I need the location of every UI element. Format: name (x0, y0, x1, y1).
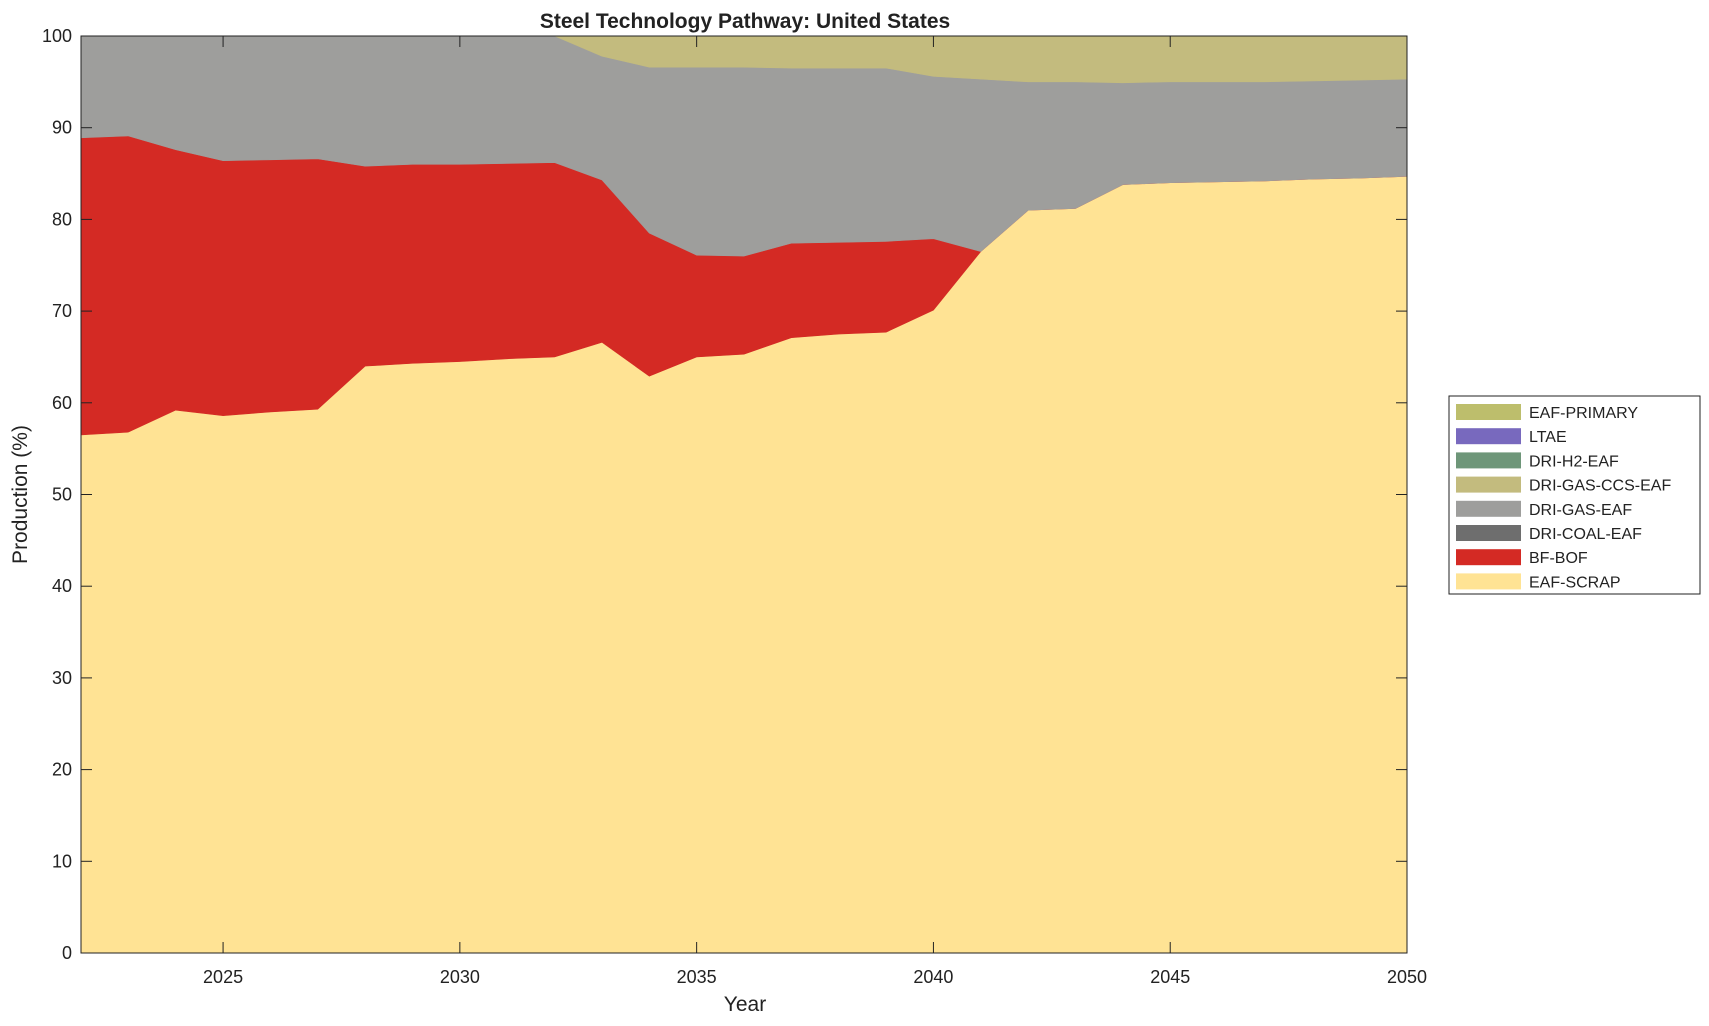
legend-label-ltae: LTAE (1529, 429, 1567, 446)
areas-layer (80, 35, 1408, 954)
y-tick-label: 50 (52, 485, 72, 505)
legend-swatch-eaf-primary (1456, 404, 1521, 420)
y-tick-label: 30 (52, 668, 72, 688)
y-tick-label: 20 (52, 760, 72, 780)
x-tick-label: 2045 (1150, 967, 1190, 987)
legend: EAF-PRIMARY LTAE DRI-H2-EAF DRI-GAS-CCS-EAF… (1448, 395, 1701, 595)
x-axis-title: Year (724, 993, 766, 1016)
legend-label-dri-gas-eaf: DRI-GAS-EAF (1529, 502, 1632, 519)
y-tick-label: 60 (52, 393, 72, 413)
y-tick-label: 100 (42, 26, 72, 46)
legend-swatch-dri-coal-eaf (1456, 525, 1521, 541)
chart-title: Steel Technology Pathway: United States (540, 10, 950, 33)
legend-label-bf-bof: BF-BOF (1529, 550, 1588, 567)
x-tick-label: 2040 (913, 967, 953, 987)
x-tick-label: 2050 (1387, 967, 1427, 987)
legend-label-eaf-scrap: EAF-SCRAP (1529, 574, 1621, 591)
x-tick-label: 2030 (440, 967, 480, 987)
y-tick-label: 10 (52, 851, 72, 871)
x-tick-label: 2025 (203, 967, 243, 987)
legend-swatch-dri-gas-eaf (1456, 500, 1521, 517)
y-tick-label: 70 (52, 301, 72, 321)
legend-swatch-dri-h2-eaf (1456, 452, 1521, 469)
legend-swatch-ltae (1456, 428, 1521, 445)
y-tick-label: 40 (52, 576, 72, 596)
legend-swatch-bf-bof (1456, 549, 1521, 566)
legend-label-dri-gas-ccs-eaf: DRI-GAS-CCS-EAF (1529, 478, 1671, 495)
y-tick-label: 90 (52, 118, 72, 138)
legend-label-dri-h2-eaf: DRI-H2-EAF (1529, 453, 1619, 470)
y-axis-title: Production (%) (9, 425, 32, 564)
y-tick-label: 0 (62, 943, 72, 963)
legend-swatch-dri-gas-ccs-eaf (1456, 476, 1521, 493)
y-tick-label: 80 (52, 209, 72, 229)
legend-label-eaf-primary: EAF-PRIMARY (1529, 405, 1638, 422)
legend-label-dri-coal-eaf: DRI-COAL-EAF (1529, 526, 1642, 543)
legend-swatch-eaf-scrap (1456, 573, 1521, 590)
x-tick-label: 2035 (677, 967, 717, 987)
